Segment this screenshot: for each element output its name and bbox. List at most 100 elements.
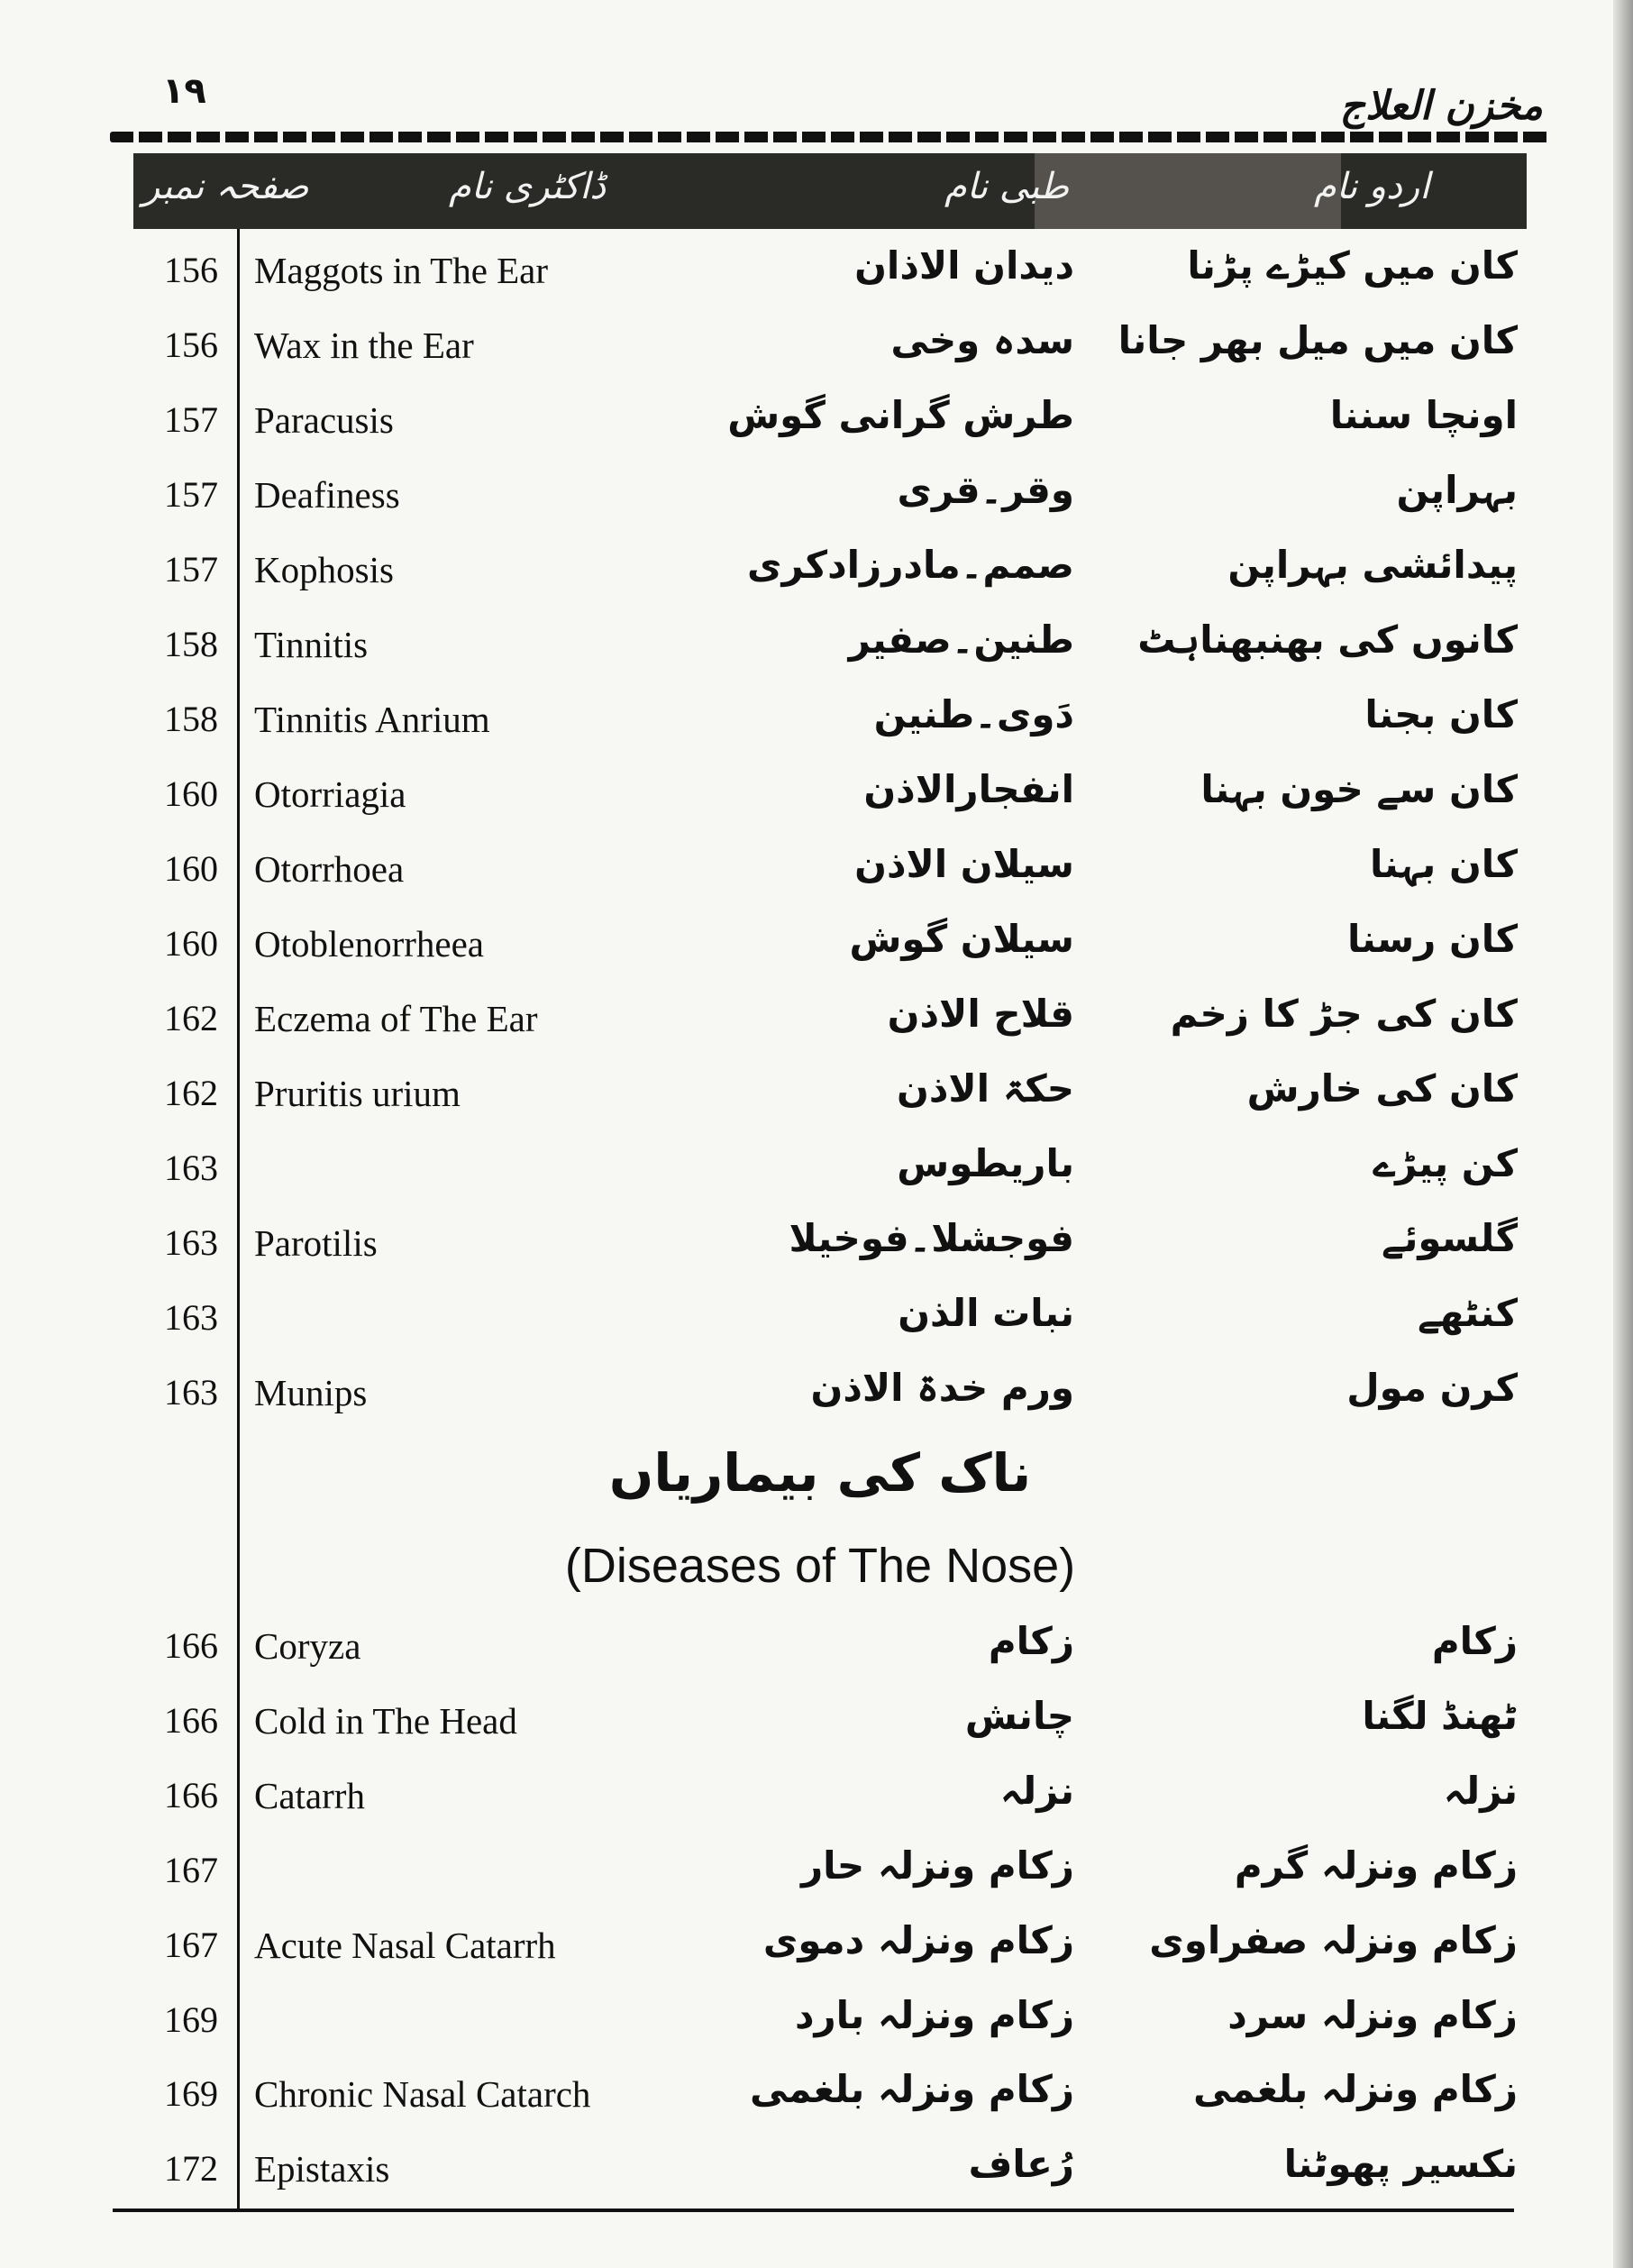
tibbi-name: دیدان الاذان: [854, 243, 1074, 288]
urdu-name: کرن مول: [1346, 1366, 1518, 1410]
table-row: 172 Epistaxis رُعاف نکسیر پھوٹنا: [0, 2136, 1633, 2209]
bottom-rule: [113, 2209, 1514, 2212]
tibbi-name: طرش گرانی گوش: [727, 393, 1074, 437]
page-ref: 166: [164, 1699, 218, 1741]
tibbi-name: قلاح الاذن: [887, 992, 1074, 1036]
header-page-no: صفحہ نمبر: [142, 166, 309, 207]
urdu-name: بہراپن: [1396, 468, 1518, 512]
urdu-name: پیدائشی بہراپن: [1227, 543, 1518, 587]
urdu-name: زکام ونزلہ صفراوی: [1149, 1917, 1518, 1962]
urdu-name: گلسوئے: [1381, 1216, 1518, 1260]
urdu-name: ٹھنڈ لگنا: [1362, 1693, 1518, 1738]
urdu-name: کان بہنا: [1370, 842, 1518, 886]
english-name: Otorrhoea: [254, 848, 405, 890]
tibbi-name: رُعاف: [968, 2142, 1074, 2187]
tibbi-name: سدہ وخی: [890, 318, 1074, 362]
urdu-name: کان کی جڑ کا زخم: [1170, 992, 1518, 1036]
table-row: 169 زکام ونزلہ بارد زکام ونزلہ سرد: [0, 1988, 1633, 2060]
table-row: 167 Acute Nasal Catarrh زکام ونزلہ دموی زکا…: [0, 1913, 1633, 1985]
page-ref: 162: [164, 1073, 218, 1113]
table-row: 167 زکام ونزلہ حار زکام ونزلہ گرم: [0, 1838, 1633, 1910]
urdu-name: کان رسنا: [1346, 917, 1518, 961]
urdu-name: کان میں میل بھر جانا: [1118, 318, 1518, 362]
page-ref: 163: [164, 1148, 218, 1188]
page-ref: 163: [164, 1372, 218, 1413]
urdu-name: زکام ونزلہ سرد: [1227, 1992, 1518, 2037]
page-ref: 172: [164, 2148, 218, 2190]
english-name: Parotilis: [254, 1222, 378, 1264]
table-row: 166 Cold in The Head چانش ٹھنڈ لگنا: [0, 1688, 1633, 1760]
tibbi-name: زکام ونزلہ حار: [800, 1843, 1074, 1888]
urdu-name: نزلہ: [1443, 1768, 1518, 1813]
page-ref: 163: [164, 1222, 218, 1263]
tibbi-name: سیلان الاذن: [854, 842, 1074, 886]
tibbi-name: سیلان گوش: [849, 917, 1074, 961]
table-header: صفحہ نمبر ڈاکٹری نام طبی نام اردو نام: [133, 153, 1527, 229]
table-row: 158 Tinnitis Anrium دَوی۔طنین کان بجنا: [0, 687, 1633, 759]
english-name: Wax in the Ear: [254, 325, 474, 366]
english-name: Coryza: [254, 1625, 361, 1667]
urdu-name: زکام: [1431, 1619, 1518, 1663]
table-row: 157 Kophosis صمم۔مادرزادکری پیدائشی بہراپن: [0, 537, 1633, 609]
table-row: 166 Coryza زکام زکام: [0, 1614, 1633, 1686]
table-row: 162 Eczema of The Ear قلاح الاذن کان کی جڑ …: [0, 986, 1633, 1058]
column-divider: [237, 229, 240, 2212]
section-title-english: (Diseases of The Nose): [564, 1539, 1076, 1593]
page-ref: 160: [164, 848, 218, 889]
english-name: Maggots in The Ear: [254, 250, 549, 291]
tibbi-name: فوجشلا۔فوخیلا: [789, 1216, 1074, 1260]
urdu-name: کن پیڑے: [1373, 1141, 1519, 1185]
english-name: Otoblenorrheea: [254, 923, 484, 965]
english-name: Catarrh: [254, 1774, 365, 1816]
page-ref: 157: [164, 549, 218, 590]
page-ref: 167: [164, 1849, 218, 1890]
english-name: Otorriagia: [254, 773, 406, 815]
table-row: 156 Wax in the Ear سدہ وخی کان میں میل بھر …: [0, 313, 1633, 385]
urdu-name: نکسیر پھوٹنا: [1283, 2142, 1518, 2187]
table-row: 163 باریطوس کن پیڑے: [0, 1136, 1633, 1208]
table-row: 162 Pruritis urium حکۃ الاذن کان کی خارش: [0, 1061, 1633, 1133]
table-row: 157 Paracusis طرش گرانی گوش اونچا سننا: [0, 388, 1633, 460]
section-title-urdu: ناک کی بیماریاں: [608, 1442, 1032, 1504]
page-ref: 166: [164, 1774, 218, 1815]
english-name: Pruritis urium: [254, 1073, 461, 1114]
page-ref: 156: [164, 325, 218, 365]
urdu-name: اونچا سننا: [1329, 393, 1518, 437]
page-ref: 157: [164, 399, 218, 440]
tibbi-name: دَوی۔طنین: [873, 692, 1074, 736]
tibbi-name: زکام ونزلہ بارد: [794, 1992, 1074, 2037]
english-name: Tinnitis: [254, 624, 369, 665]
page-ref: 166: [164, 1625, 218, 1666]
urdu-name: کان میں کیڑے پڑنا: [1187, 243, 1518, 288]
page-number: ١٩: [162, 70, 206, 112]
header-tibbi-name: طبی نام: [944, 166, 1070, 207]
english-name: Tinnitis Anrium: [254, 699, 490, 740]
table-row: 166 Catarrh نزلہ نزلہ: [0, 1763, 1633, 1835]
table-row: 160 Otoblenorrheea سیلان گوش کان رسنا: [0, 911, 1633, 983]
decorative-rule: [110, 132, 1552, 142]
header-doctor-name: ڈاکٹری نام: [449, 166, 607, 207]
page-ref: 169: [164, 2073, 218, 2115]
table-row: 157 Deafiness وقر۔قری بہراپن: [0, 462, 1633, 535]
tibbi-name: باریطوس: [897, 1141, 1074, 1185]
urdu-name: زکام ونزلہ گرم: [1234, 1843, 1518, 1888]
tibbi-name: نبات الذن: [898, 1291, 1074, 1335]
english-name: Munips: [254, 1372, 368, 1413]
urdu-name: کان سے خون بہنا: [1200, 767, 1518, 811]
tibbi-name: صمم۔مادرزادکری: [747, 543, 1074, 587]
table-row: 160 Otorriagia انفجارالاذن کان سے خون بہنا: [0, 762, 1633, 834]
tibbi-name: حکۃ الاذن: [897, 1066, 1074, 1111]
table-row: 163 Munips ورم خدۃ الاذن کرن مول: [0, 1360, 1633, 1432]
page-ref: 160: [164, 923, 218, 964]
tibbi-name: ورم خدۃ الاذن: [810, 1366, 1074, 1410]
page-ref: 162: [164, 998, 218, 1038]
page-ref: 163: [164, 1297, 218, 1338]
header-urdu-name: اردو نام: [1314, 166, 1430, 207]
table-row: 169 Chronic Nasal Catarch زکام ونزلہ بلغمی…: [0, 2062, 1633, 2134]
english-name: Chronic Nasal Catarch: [254, 2073, 591, 2116]
page-ref: 158: [164, 699, 218, 739]
page-edge-shadow: [1613, 0, 1633, 2268]
tibbi-name: زکام ونزلہ دموی: [762, 1917, 1074, 1962]
urdu-name: کنٹھے: [1417, 1291, 1518, 1335]
english-name: Cold in The Head: [254, 1699, 517, 1742]
